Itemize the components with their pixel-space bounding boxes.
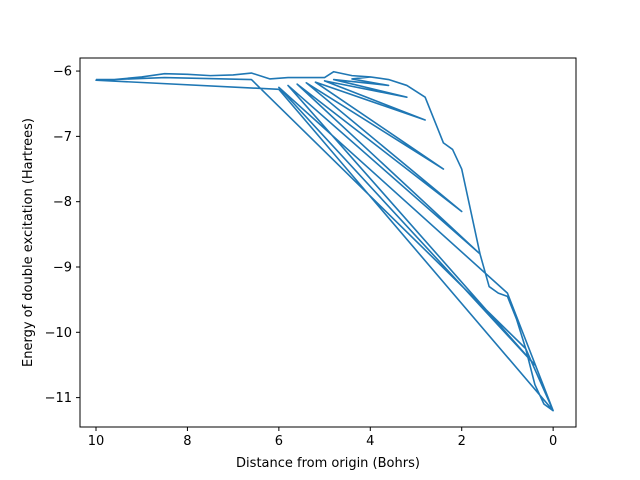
y-tick-label: −7 [53,130,72,145]
x-tick-label: 6 [275,434,283,449]
x-tick-label: 4 [366,434,374,449]
plot-frame [79,57,577,428]
x-axis-label: Distance from origin (Bohrs) [236,456,420,471]
y-axis-label: Energy of double excitation (Hartrees) [21,118,36,367]
x-tick-label: 2 [458,434,466,449]
x-tick-label: 8 [183,434,191,449]
lines-layer [95,70,554,412]
y-ticks: −6 −7 −8 −9 −10 −11 [45,65,80,406]
y-tick-label: −8 [53,195,72,210]
y-tick-label: −9 [53,260,72,275]
x-tick-label: 0 [549,434,557,449]
y-tick-label: −10 [45,326,72,341]
x-tick-label: 10 [88,434,105,449]
y-tick-label: −6 [53,65,72,80]
y-tick-label: −11 [45,391,72,406]
x-ticks: 10 8 6 4 2 0 [88,427,557,449]
series-line-0 [95,70,554,412]
